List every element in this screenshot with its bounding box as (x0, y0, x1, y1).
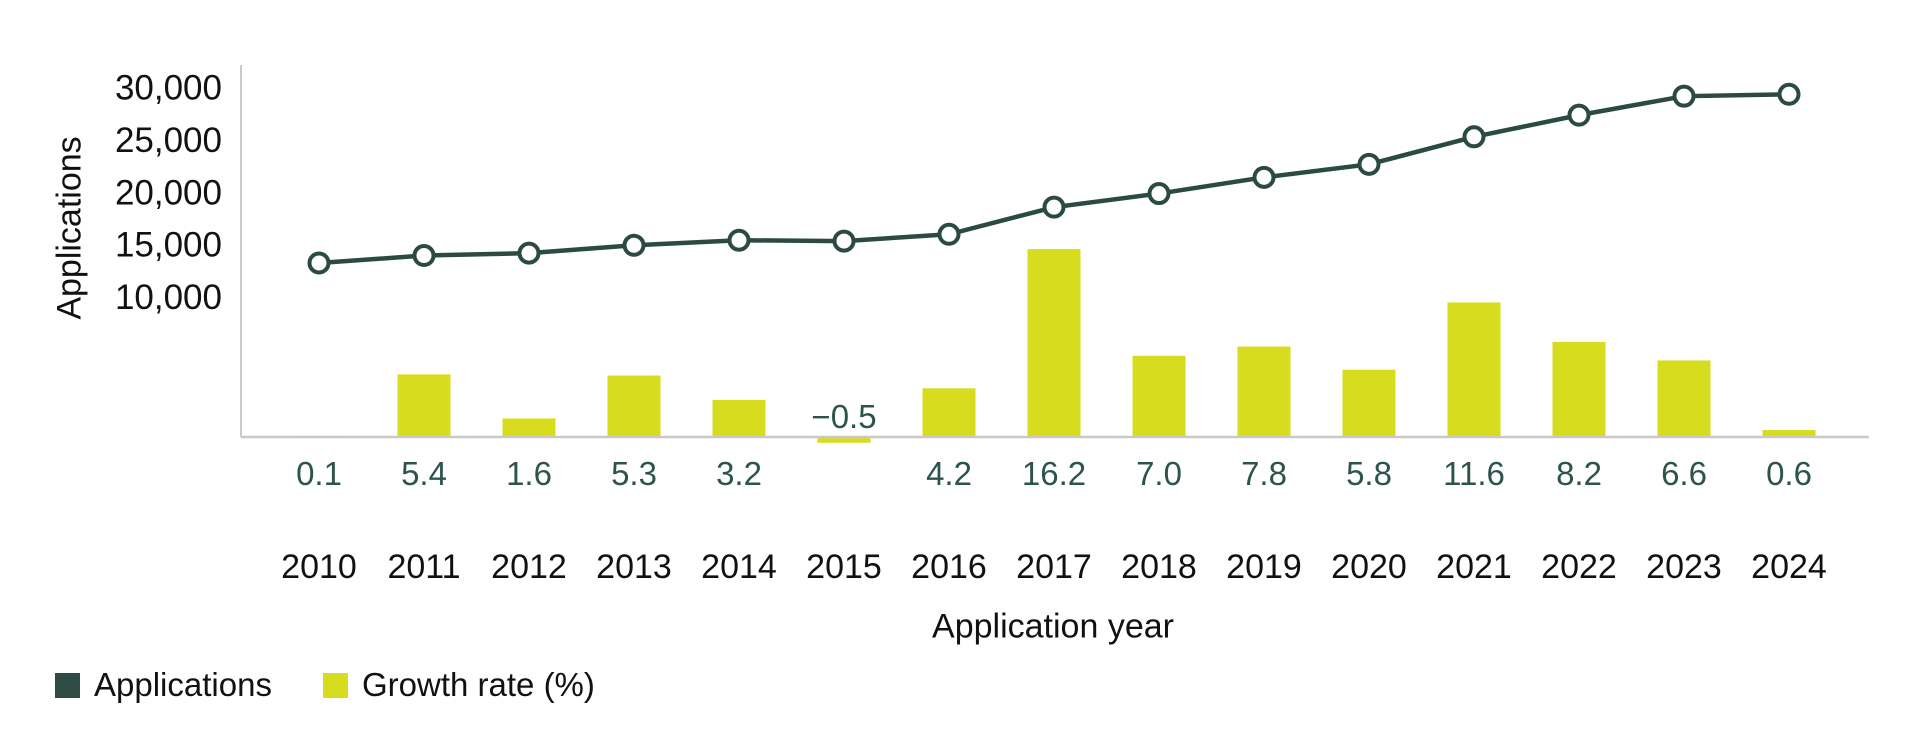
growth-bar-2016 (922, 388, 976, 437)
year-label-2011: 2011 (387, 548, 460, 586)
y-tick-label-20000: 20,000 (115, 173, 222, 212)
growth-label-2018: 7.0 (1136, 455, 1182, 492)
y-tick-label-25000: 25,000 (115, 121, 222, 160)
applications-point-2016 (937, 222, 961, 246)
applications-point-2021 (1462, 125, 1486, 149)
applications-legend-swatch (55, 672, 80, 698)
year-label-2020: 2020 (1331, 548, 1407, 586)
growth-bar-2020 (1342, 369, 1396, 437)
value-and-tick-labels: 10,000 15,000 20,000 25,000 30,000 0.1 5.4 1.6 5… (115, 69, 1827, 586)
growth-label-2023: 6.6 (1661, 455, 1707, 492)
year-label-2023: 2023 (1646, 548, 1722, 586)
growth-bar-2015 (817, 437, 871, 443)
year-label-2021: 2021 (1436, 548, 1512, 586)
growth-rate-legend-label: Growth rate (%) (362, 666, 595, 703)
growth-bar-2011 (397, 374, 451, 437)
applications-point-2018 (1147, 182, 1171, 206)
applications-point-2023 (1672, 84, 1696, 108)
legend: Applications Growth rate (%) (0, 666, 1913, 706)
growth-label-2019: 7.8 (1241, 455, 1287, 492)
growth-rate-bars (292, 249, 1816, 443)
growth-label-2017: 16.2 (1022, 455, 1086, 492)
year-label-2016: 2016 (911, 548, 987, 586)
y-tick-label-10000: 10,000 (115, 278, 222, 317)
applications-point-2015 (832, 229, 856, 253)
year-label-2024: 2024 (1751, 548, 1827, 586)
year-label-2019: 2019 (1226, 548, 1302, 586)
year-label-2017: 2017 (1016, 548, 1092, 586)
growth-rate-legend-swatch (323, 672, 348, 698)
legend-item-applications: Applications (55, 666, 272, 704)
growth-bar-2019 (1237, 346, 1291, 437)
year-label-2010: 2010 (281, 548, 357, 586)
growth-bar-2021 (1447, 302, 1501, 437)
y-tick-label-15000: 15,000 (115, 226, 222, 265)
growth-label-2020: 5.8 (1346, 455, 1392, 492)
axes (240, 65, 1869, 439)
growth-label-2021: 11.6 (1443, 455, 1505, 492)
applications-line (307, 82, 1801, 275)
growth-bar-2024 (1762, 430, 1816, 437)
applications-point-2017 (1042, 195, 1066, 219)
year-label-2014: 2014 (701, 548, 777, 586)
applications-point-2019 (1252, 165, 1276, 189)
growth-label-2014: 3.2 (716, 455, 762, 492)
applications-point-2024 (1777, 82, 1801, 106)
growth-label-2015: −0.5 (811, 398, 876, 435)
year-label-2018: 2018 (1121, 548, 1197, 586)
growth-bar-2018 (1132, 355, 1186, 437)
x-axis-title: Application year (932, 607, 1174, 646)
growth-label-2011: 5.4 (401, 455, 447, 492)
applications-point-2012 (517, 241, 541, 265)
growth-label-2010: 0.1 (296, 455, 342, 492)
applications-point-2011 (412, 244, 436, 268)
growth-label-2012: 1.6 (506, 455, 552, 492)
year-label-2013: 2013 (596, 548, 672, 586)
applications-point-2010 (307, 251, 331, 275)
applications-point-2013 (622, 233, 646, 257)
growth-bar-2017 (1027, 249, 1081, 437)
growth-label-2022: 8.2 (1556, 455, 1602, 492)
y-tick-label-30000: 30,000 (115, 69, 222, 108)
applications-point-2014 (727, 228, 751, 252)
year-label-2022: 2022 (1541, 548, 1617, 586)
growth-bar-2012 (502, 418, 556, 437)
growth-bar-2022 (1552, 341, 1606, 437)
legend-item-growth-rate: Growth rate (%) (323, 666, 595, 704)
growth-label-2016: 4.2 (926, 455, 972, 492)
growth-label-2013: 5.3 (611, 455, 657, 492)
growth-bar-2023 (1657, 360, 1711, 437)
year-label-2015: 2015 (806, 548, 882, 586)
applications-point-2022 (1567, 103, 1591, 127)
y-axis-title: Applications (50, 136, 89, 320)
growth-label-2024: 0.6 (1766, 455, 1812, 492)
growth-bar-2014 (712, 399, 766, 437)
growth-bar-2013 (607, 375, 661, 437)
applications-point-2020 (1357, 152, 1381, 176)
applications-legend-label: Applications (94, 666, 272, 703)
year-label-2012: 2012 (491, 548, 567, 586)
